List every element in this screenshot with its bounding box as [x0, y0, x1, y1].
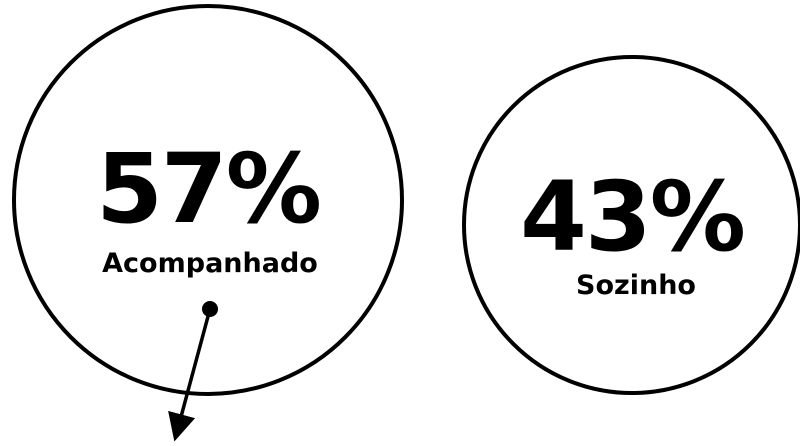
- circle: [12, 4, 404, 396]
- arrow: [168, 308, 212, 442]
- item-accompanied: 57% Acompanhado: [12, 4, 404, 442]
- label: Sozinho: [576, 270, 696, 301]
- circle: [462, 55, 800, 395]
- item-alone: 43% Sozinho: [462, 55, 800, 395]
- arrow-dot: [202, 301, 218, 317]
- percentage: 57%: [96, 133, 320, 245]
- percentage: 43%: [520, 161, 744, 273]
- label: Acompanhado: [102, 248, 318, 279]
